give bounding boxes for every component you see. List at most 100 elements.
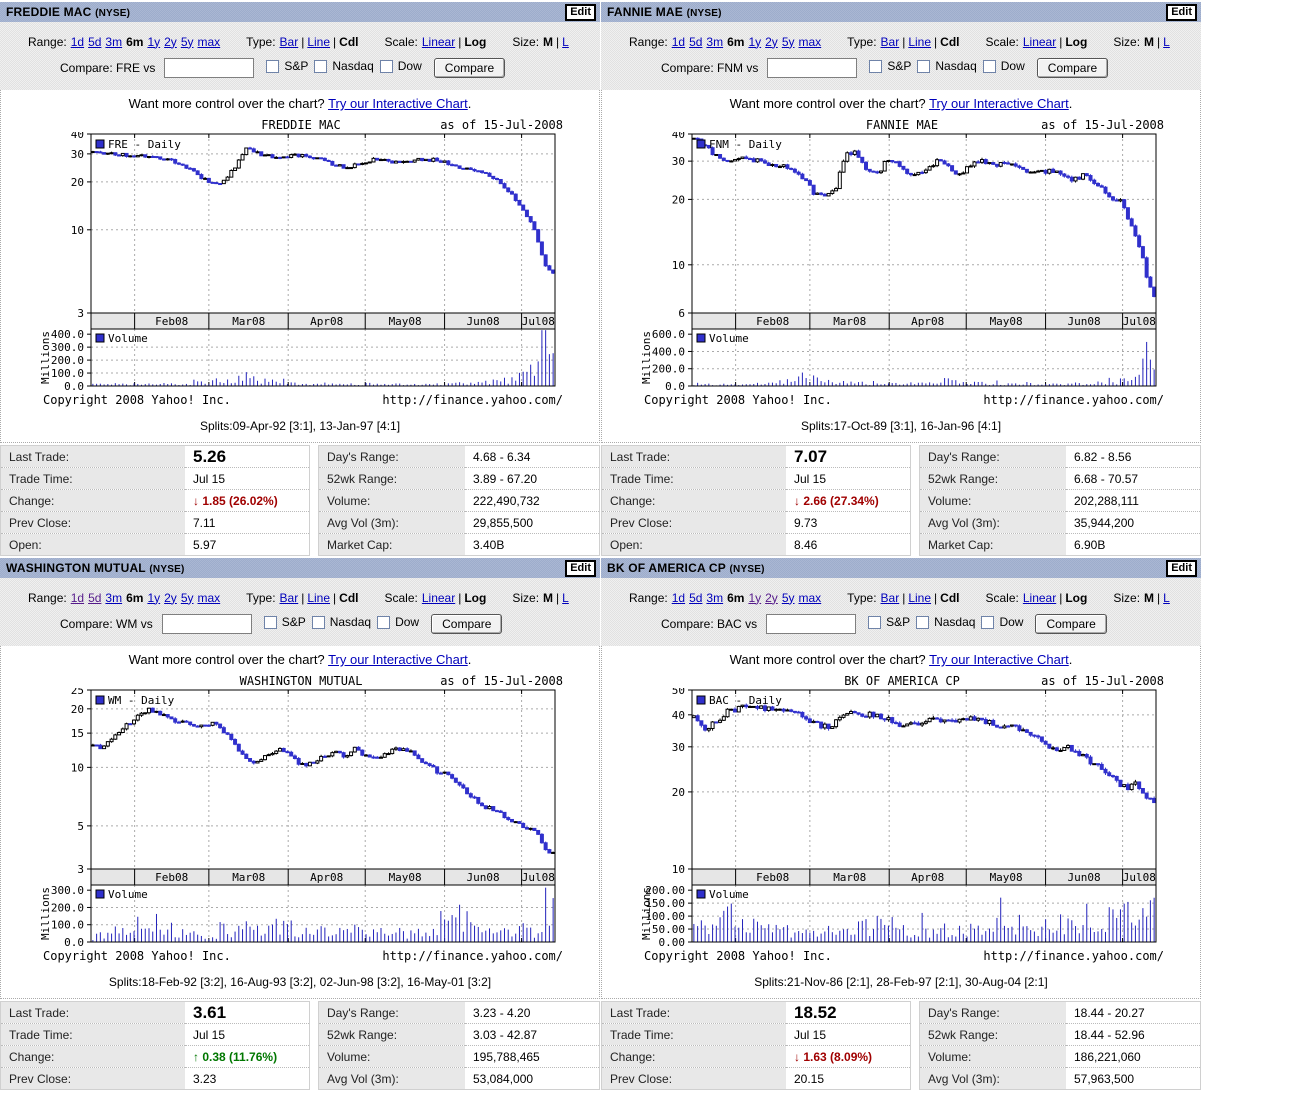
nasdaq-checkbox[interactable] bbox=[917, 59, 931, 73]
compare-symbol-input[interactable] bbox=[767, 57, 858, 78]
scale-option-linear[interactable]: Linear bbox=[1022, 590, 1057, 605]
type-option-bar[interactable]: Bar bbox=[279, 34, 299, 49]
range-option-5d[interactable]: 5d bbox=[689, 590, 703, 605]
range-option-5y[interactable]: 5y bbox=[180, 590, 194, 605]
edit-button[interactable]: Edit bbox=[565, 3, 596, 21]
range-option-1d[interactable]: 1d bbox=[70, 590, 85, 605]
range-option-6m: 6m bbox=[727, 590, 745, 605]
svg-text:Volume: Volume bbox=[108, 888, 148, 901]
size-option-l[interactable]: L bbox=[1163, 590, 1170, 605]
range-option-1y[interactable]: 1y bbox=[748, 590, 762, 605]
range-option-5y[interactable]: 5y bbox=[180, 34, 194, 49]
interactive-chart-link[interactable]: Try our Interactive Chart bbox=[328, 652, 468, 667]
quote-label: 52wk Range: bbox=[919, 467, 1066, 490]
range-option-5d[interactable]: 5d bbox=[689, 34, 703, 49]
quote-label: Trade Time: bbox=[0, 467, 185, 490]
range-option-1y[interactable]: 1y bbox=[147, 34, 161, 49]
scale-option-linear[interactable]: Linear bbox=[1022, 34, 1057, 49]
range-option-3m[interactable]: 3m bbox=[706, 590, 724, 605]
interactive-chart-link[interactable]: Try our Interactive Chart bbox=[929, 652, 1069, 667]
range-option-max[interactable]: max bbox=[798, 590, 822, 605]
quote-label: Prev Close: bbox=[0, 1067, 185, 1090]
range-option-5y[interactable]: 5y bbox=[781, 590, 795, 605]
quote-row: Last Trade: 18.52 bbox=[601, 1001, 911, 1024]
quote-row: 52wk Range: 6.68 - 70.57 bbox=[919, 467, 1201, 490]
compare-symbol-input[interactable] bbox=[766, 613, 857, 634]
range-option-5d[interactable]: 5d bbox=[88, 34, 102, 49]
compare-row: Compare: BAC vs S&P Nasdaq Dow Compare bbox=[601, 613, 1201, 634]
compare-button[interactable]: Compare bbox=[433, 57, 506, 78]
interactive-chart-link[interactable]: Try our Interactive Chart bbox=[328, 96, 468, 111]
compare-button[interactable]: Compare bbox=[1035, 613, 1107, 634]
svg-text:40: 40 bbox=[672, 709, 685, 722]
range-option-1y[interactable]: 1y bbox=[748, 34, 762, 49]
range-option-2y[interactable]: 2y bbox=[164, 34, 177, 49]
finance-url: http://finance.yahoo.com/ bbox=[382, 393, 563, 407]
sp-checkbox[interactable] bbox=[868, 615, 882, 629]
quote-row: Change: ↓ 1.85 (26.02%) bbox=[0, 489, 310, 512]
type-option-bar[interactable]: Bar bbox=[880, 590, 900, 605]
type-option-line[interactable]: Line bbox=[307, 590, 331, 605]
svg-text:Mar08: Mar08 bbox=[833, 871, 866, 884]
index-compare-option: S&P bbox=[266, 59, 308, 73]
dow-checkbox[interactable] bbox=[982, 59, 996, 73]
type-option-line[interactable]: Line bbox=[908, 34, 932, 49]
compare-symbol-input[interactable] bbox=[161, 613, 252, 634]
edit-button[interactable]: Edit bbox=[565, 559, 596, 577]
range-option-3m[interactable]: 3m bbox=[706, 34, 724, 49]
quote-label: Day's Range: bbox=[318, 1001, 465, 1024]
svg-text:Feb08: Feb08 bbox=[756, 871, 789, 884]
range-option-3m[interactable]: 3m bbox=[105, 590, 123, 605]
sp-checkbox[interactable] bbox=[266, 59, 280, 73]
dow-checkbox[interactable] bbox=[981, 615, 995, 629]
size-option-l[interactable]: L bbox=[562, 590, 569, 605]
range-option-3m[interactable]: 3m bbox=[105, 34, 123, 49]
range-option-1d[interactable]: 1d bbox=[671, 590, 686, 605]
range-option-5d[interactable]: 5d bbox=[88, 590, 102, 605]
type-option-line[interactable]: Line bbox=[307, 34, 331, 49]
range-option-1y[interactable]: 1y bbox=[147, 590, 161, 605]
size-option-l[interactable]: L bbox=[1163, 34, 1170, 49]
svg-text:0.0: 0.0 bbox=[64, 380, 84, 390]
edit-button[interactable]: Edit bbox=[1166, 3, 1197, 21]
stock-quote-module: BK OF AMERICA CP (NYSE) Edit Range: 1d 5d 3… bbox=[601, 558, 1201, 1090]
type-option-line[interactable]: Line bbox=[908, 590, 932, 605]
range-option-5y[interactable]: 5y bbox=[781, 34, 795, 49]
range-option-max[interactable]: max bbox=[197, 590, 221, 605]
range-option-max[interactable]: max bbox=[197, 34, 221, 49]
sp-checkbox[interactable] bbox=[263, 615, 277, 629]
quote-label: Prev Close: bbox=[601, 1067, 786, 1090]
svg-text:Volume: Volume bbox=[709, 888, 749, 901]
quote-row: Volume: 195,788,465 bbox=[318, 1045, 600, 1068]
chart-footer: Copyright 2008 Yahoo! Inc. http://financ… bbox=[39, 393, 563, 409]
compare-button[interactable]: Compare bbox=[431, 613, 503, 634]
compare-symbol-input[interactable] bbox=[164, 57, 255, 78]
range-option-2y[interactable]: 2y bbox=[765, 590, 778, 605]
dow-checkbox[interactable] bbox=[379, 59, 393, 73]
index-checkboxes: S&P Nasdaq Dow bbox=[263, 59, 424, 76]
interactive-chart-link[interactable]: Try our Interactive Chart bbox=[929, 96, 1069, 111]
scale-option-linear[interactable]: Linear bbox=[421, 34, 456, 49]
range-option-1d[interactable]: 1d bbox=[671, 34, 686, 49]
chart-section: Want more control over the chart? Try ou… bbox=[601, 646, 1201, 999]
compare-button[interactable]: Compare bbox=[1036, 57, 1109, 78]
nasdaq-checkbox[interactable] bbox=[916, 615, 930, 629]
checkbox-label: Dow bbox=[1000, 59, 1025, 74]
sp-checkbox[interactable] bbox=[869, 59, 883, 73]
type-option-bar[interactable]: Bar bbox=[880, 34, 900, 49]
dow-checkbox[interactable] bbox=[377, 615, 391, 629]
chart-controls: Range: 1d 5d 3m 6m 1y 2y 5y max Type: Bar | Line | Cd… bbox=[0, 22, 600, 90]
nasdaq-checkbox[interactable] bbox=[314, 59, 328, 73]
edit-button[interactable]: Edit bbox=[1166, 559, 1197, 577]
size-option-l[interactable]: L bbox=[562, 34, 569, 49]
candlestick-volume-chart: 25 20 15 10 5 3 300.0 200.0 100.0 0.0 Millions Feb0… bbox=[39, 684, 556, 949]
range-option-max[interactable]: max bbox=[798, 34, 822, 49]
scale-option-linear[interactable]: Linear bbox=[421, 590, 456, 605]
stock-quote-module: FANNIE MAE (NYSE) Edit Range: 1d 5d 3m 6m 1y 2… bbox=[601, 2, 1201, 556]
range-option-2y[interactable]: 2y bbox=[765, 34, 778, 49]
type-option-bar[interactable]: Bar bbox=[279, 590, 299, 605]
range-option-2y[interactable]: 2y bbox=[164, 590, 177, 605]
nasdaq-checkbox[interactable] bbox=[311, 615, 325, 629]
range-option-1d[interactable]: 1d bbox=[70, 34, 85, 49]
quote-label: Day's Range: bbox=[318, 445, 465, 468]
